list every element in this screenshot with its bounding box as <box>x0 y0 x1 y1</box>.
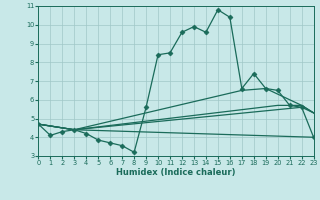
X-axis label: Humidex (Indice chaleur): Humidex (Indice chaleur) <box>116 168 236 177</box>
